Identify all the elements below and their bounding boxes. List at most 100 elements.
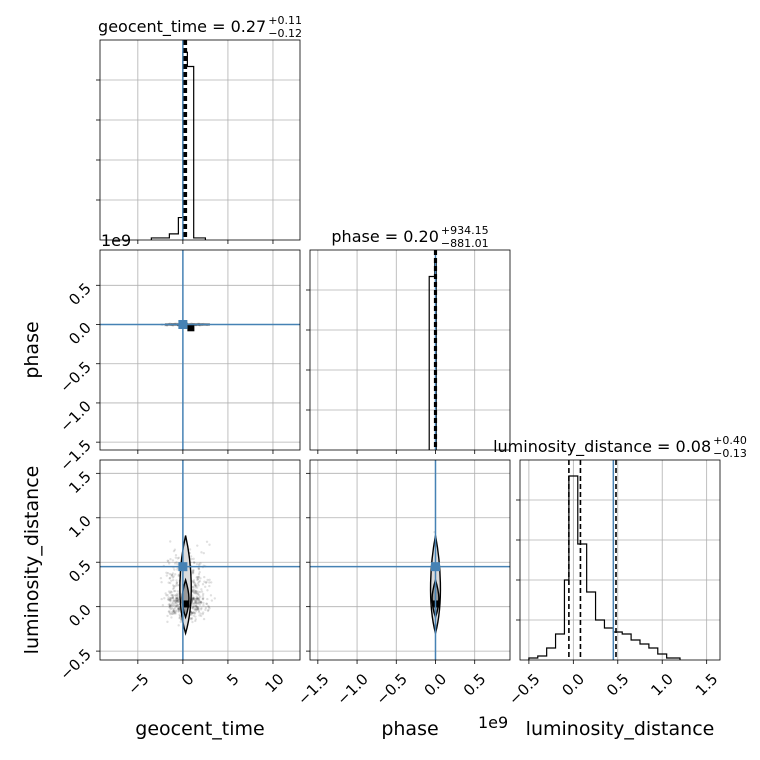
- scatter-point: [169, 600, 172, 603]
- scatter-point: [198, 579, 202, 583]
- y-tick-label-luminosity_distance: −0.5: [56, 645, 94, 683]
- scatter-point: [172, 549, 176, 553]
- scatter-point: [173, 610, 176, 614]
- scatter-point: [173, 611, 177, 615]
- scatter-point: [201, 612, 204, 616]
- x-tick-label-phase: −0.5: [373, 670, 411, 708]
- y-tick-label-phase: 0.0: [65, 319, 95, 349]
- scatter-point: [194, 605, 198, 608]
- density-peak: [182, 600, 190, 608]
- scatter-point: [196, 597, 200, 600]
- scatter-point: [191, 620, 194, 624]
- scatter-point: [169, 557, 172, 561]
- scatter-point: [197, 568, 201, 571]
- scatter-point: [200, 551, 203, 554]
- scatter-point: [190, 557, 193, 561]
- scatter-point: [194, 618, 198, 621]
- scatter-point: [176, 598, 179, 601]
- scatter-point: [193, 605, 196, 608]
- scatter-point: [178, 617, 181, 620]
- scatter-point: [170, 579, 173, 582]
- scatter-point: [178, 613, 181, 616]
- scatter-point: [193, 582, 196, 585]
- scatter-point: [213, 597, 217, 600]
- scatter-point: [174, 604, 178, 608]
- scatter-point: [171, 572, 175, 575]
- scatter-point: [202, 611, 205, 614]
- scatter-point: [170, 591, 173, 594]
- scatter-point: [193, 581, 196, 584]
- scatter-point: [176, 598, 180, 602]
- scatter-point: [170, 573, 173, 576]
- panel-frame: [99, 249, 301, 451]
- x-offset-text: 1e9: [478, 713, 508, 732]
- scatter-point: [176, 590, 180, 593]
- scatter-point: [167, 562, 171, 565]
- scatter-point: [170, 616, 173, 619]
- scatter-point: [196, 608, 199, 611]
- scatter-point: [197, 607, 200, 610]
- scatter-point: [160, 581, 163, 584]
- title-lower: −0.12: [268, 27, 302, 40]
- scatter-point: [199, 600, 203, 603]
- scatter-point: [198, 603, 202, 606]
- scatter-point: [191, 597, 195, 601]
- y-tick-label-luminosity_distance: 1.0: [65, 512, 95, 542]
- scatter-point: [170, 610, 173, 614]
- scatter-point: [169, 608, 172, 611]
- scatter-point: [195, 602, 198, 605]
- scatter-point: [179, 620, 182, 624]
- scatter-point: [191, 585, 194, 589]
- scatter-point: [178, 607, 181, 610]
- scatter-point: [193, 598, 197, 602]
- scatter-point: [169, 597, 172, 600]
- scatter-point: [165, 574, 169, 577]
- scatter-point: [200, 606, 203, 610]
- scatter-point: [193, 589, 196, 592]
- scatter-point: [190, 618, 193, 621]
- scatter-point: [170, 606, 174, 610]
- scatter-point: [171, 594, 175, 597]
- scatter-point: [193, 608, 196, 611]
- scatter-point: [194, 600, 197, 603]
- scatter-point: [172, 597, 175, 601]
- scatter-point: [170, 594, 173, 597]
- scatter-point: [171, 584, 175, 587]
- scatter-point: [192, 598, 195, 601]
- scatter-point: [192, 591, 196, 594]
- scatter-point: [171, 601, 175, 605]
- scatter-point: [166, 571, 170, 575]
- scatter-point: [196, 597, 200, 600]
- scatter-point: [189, 613, 193, 616]
- scatter-point: [174, 584, 177, 588]
- scatter-point: [167, 603, 171, 606]
- title-main: luminosity_distance = 0.08: [493, 437, 711, 457]
- hist-frame: [309, 249, 511, 451]
- scatter-point: [195, 597, 199, 601]
- scatter-point: [173, 568, 176, 571]
- scatter-point: [203, 585, 207, 589]
- scatter-point: [194, 584, 198, 587]
- scatter-point: [171, 595, 175, 598]
- scatter-point: [193, 589, 197, 593]
- scatter-point: [192, 606, 195, 609]
- scatter-point: [173, 548, 177, 551]
- scatter-point: [177, 609, 181, 613]
- scatter-point: [169, 540, 172, 543]
- scatter-point: [172, 609, 175, 612]
- scatter-point: [200, 588, 203, 591]
- scatter-point: [174, 612, 177, 615]
- scatter-point: [168, 572, 172, 576]
- scatter-point: [204, 581, 208, 584]
- scatter-point: [196, 598, 199, 602]
- scatter-point: [172, 610, 175, 613]
- scatter-point: [178, 614, 182, 618]
- panel-geocent_time-vs-phase: [96, 250, 300, 454]
- scatter-point: [208, 581, 211, 584]
- scatter-point: [191, 606, 195, 609]
- scatter-point: [192, 611, 195, 614]
- scatter-point: [174, 589, 177, 593]
- scatter-point: [199, 608, 203, 611]
- scatter-point: [197, 607, 200, 610]
